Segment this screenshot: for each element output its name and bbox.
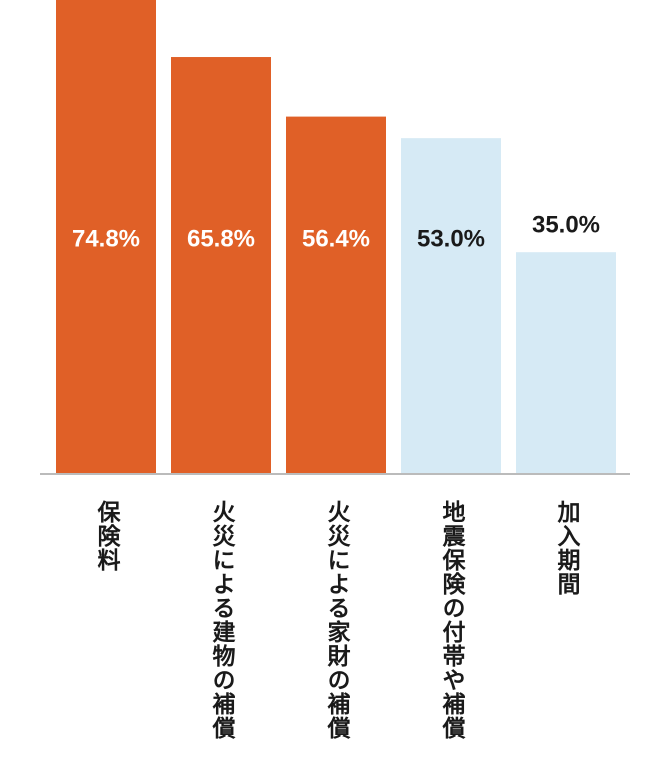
value-label-5: 35.0%	[532, 212, 600, 239]
bar-4	[401, 138, 501, 474]
category-label-3: 火災による家財の補償	[323, 500, 349, 740]
bars-group	[56, 0, 616, 475]
value-label-1: 74.8%	[72, 225, 140, 252]
value-label-4: 53.0%	[417, 225, 485, 252]
value-label-3: 56.4%	[302, 225, 370, 252]
value-labels-group: 74.8% 65.8% 56.4% 53.0% 35.0%	[72, 212, 600, 253]
category-label-5: 加入期間	[553, 500, 579, 596]
category-label-4: 地震保険の付帯や補償	[438, 500, 464, 740]
value-label-2: 65.8%	[187, 225, 255, 252]
bar-3	[286, 116, 386, 474]
category-label-2: 火災による建物の補償	[208, 500, 234, 740]
bar-1	[56, 0, 156, 474]
bar-5	[516, 252, 616, 474]
category-label-1: 保険料	[93, 500, 119, 572]
bar-2	[171, 57, 271, 475]
